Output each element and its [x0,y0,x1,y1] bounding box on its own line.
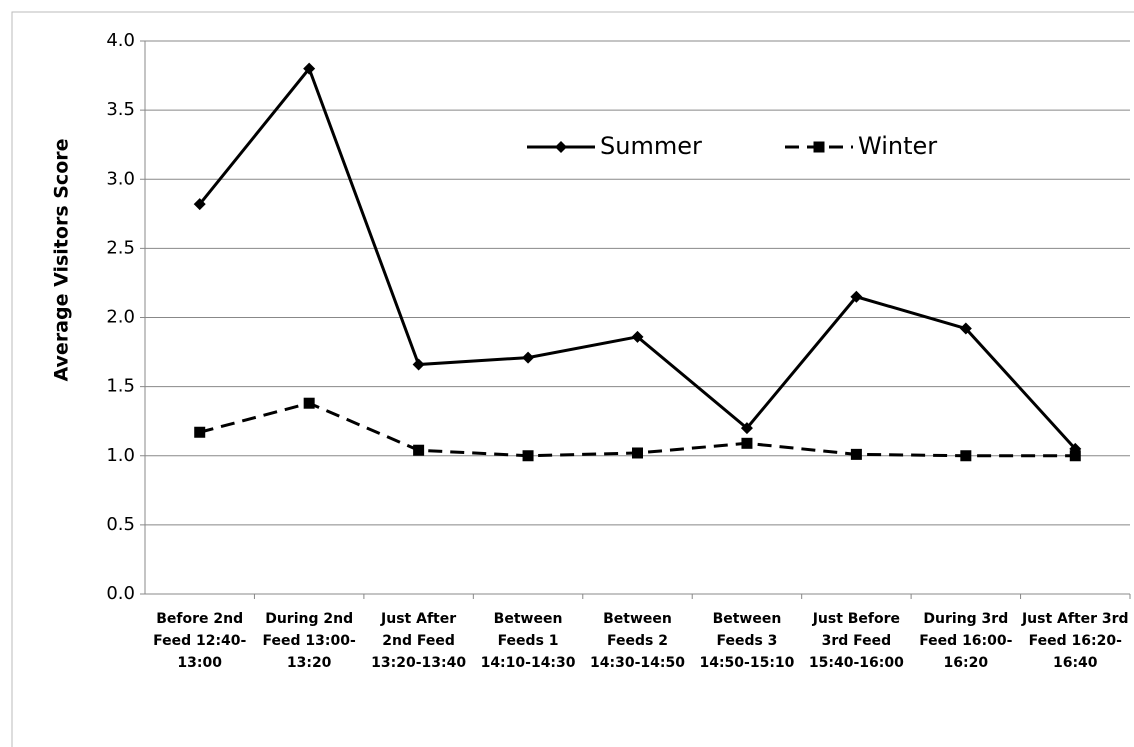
marker [740,422,753,435]
x-tick-label: Between Feeds 3 14:50-15:10 [699,611,795,671]
y-tick-label: 1.0 [106,445,135,466]
x-tick-label: Just Before 3rd Feed 15:40-16:00 [808,611,904,671]
marker [850,448,862,460]
x-tick-label: Between Feeds 1 14:10-14:30 [480,611,576,671]
y-tick-label: 4.0 [106,30,135,51]
marker [522,450,534,462]
marker [193,198,206,211]
marker [959,322,972,335]
legend-label: Winter [858,132,937,160]
legend-marker [813,141,825,153]
marker [741,437,753,449]
x-tick-label: Before 2nd Feed 12:40-13:00 [153,611,247,671]
chart-frame [11,11,1134,747]
marker [303,62,316,75]
series-line [198,65,1077,450]
marker [632,447,643,459]
y-tick-label: 1.5 [106,376,135,397]
y-tick-label: 0.0 [106,583,135,604]
x-tick-label: Just After 3rd Feed 16:20-16:40 [1021,611,1129,671]
y-tick-label: 0.5 [106,514,135,535]
legend-label: Summer [600,132,702,160]
x-tick-label: Just After 2nd Feed 13:20-13:40 [371,611,467,671]
legend-marker [555,141,567,153]
marker [1069,450,1081,462]
x-tick-label: During 2nd Feed 13:00-13:20 [262,611,356,671]
y-tick-label: 2.5 [106,237,135,258]
y-tick-label: 2.0 [106,307,135,328]
y-axis-label: Average Visitors Score [51,139,73,382]
marker [194,426,206,438]
marker [631,330,644,343]
marker [522,351,535,364]
marker [850,290,863,303]
x-tick-label: Between Feeds 2 14:30-14:50 [590,611,685,671]
y-tick-label: 3.0 [106,168,135,189]
marker [412,358,425,371]
marker [303,397,315,409]
x-tick-label: During 3rd Feed 16:00-16:20 [919,611,1013,671]
marker [413,444,425,456]
y-tick-label: 3.5 [106,99,135,120]
marker [960,450,972,462]
